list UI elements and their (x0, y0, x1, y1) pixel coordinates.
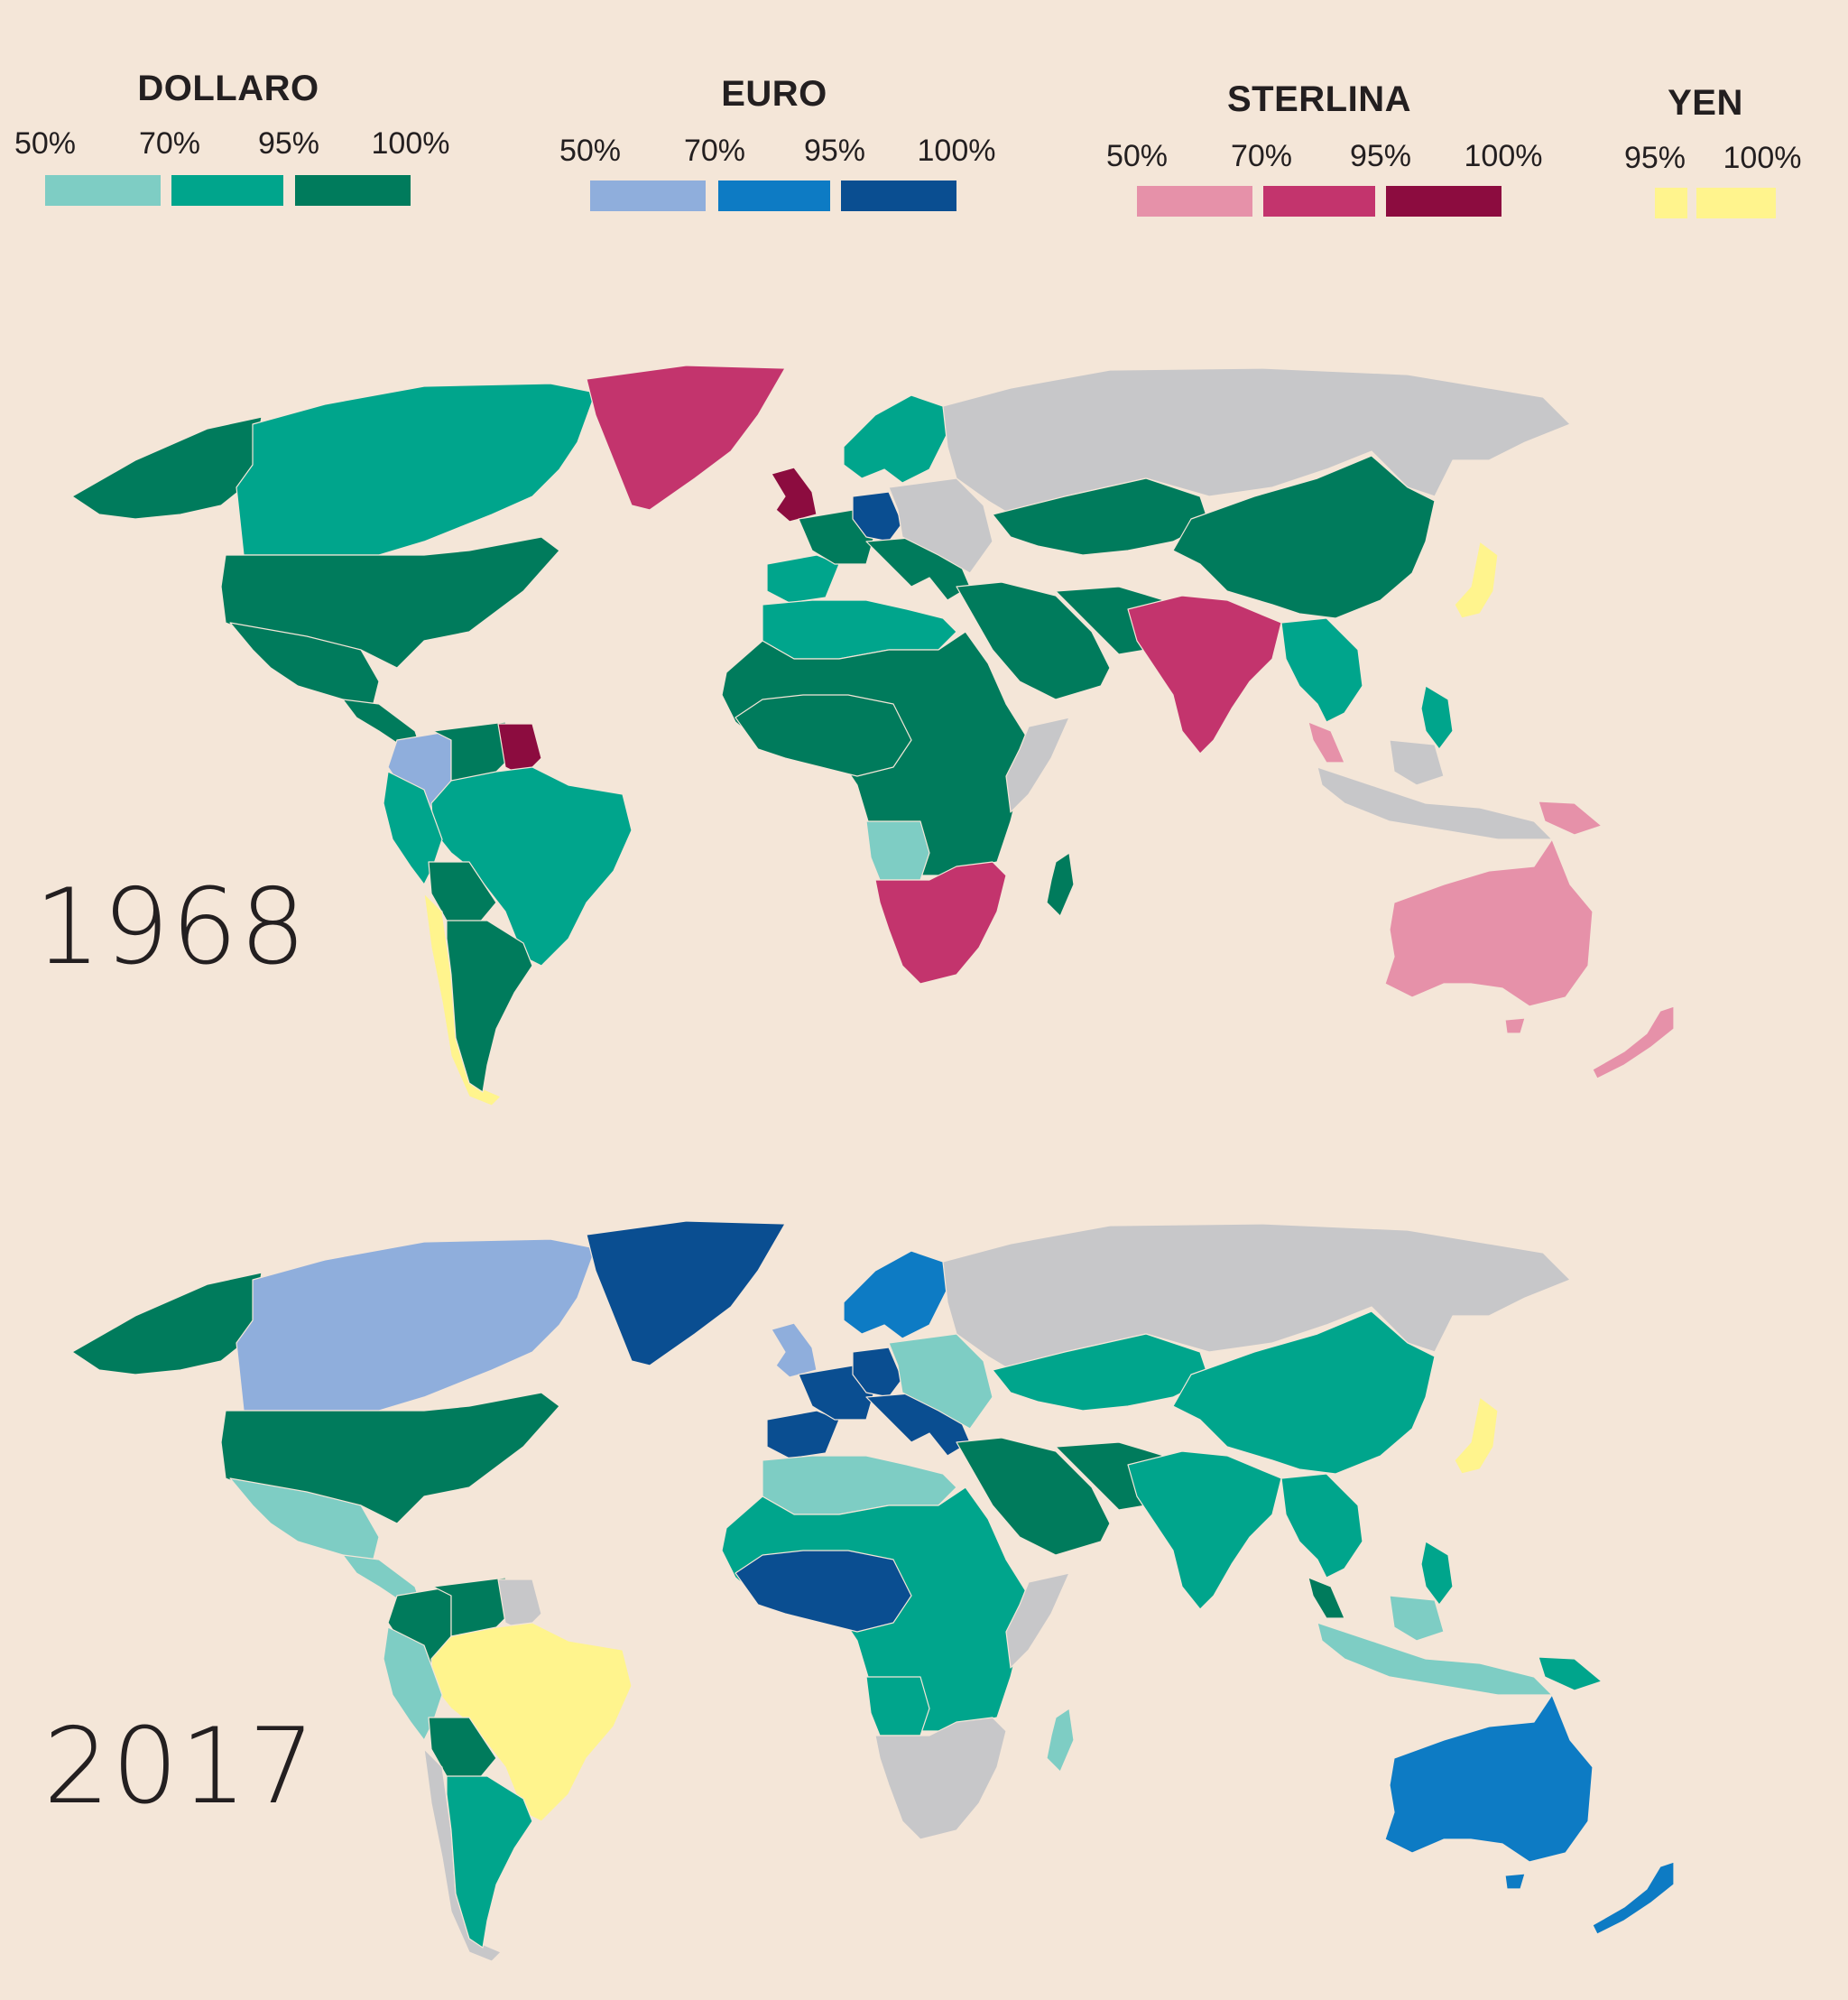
region-greenland (586, 1220, 786, 1366)
legend-tick-label: 70% (138, 126, 201, 161)
region-iberia (766, 1410, 840, 1459)
year-label-1968: 1968 (34, 866, 309, 988)
region-nz (1592, 1861, 1675, 1935)
legend-tick-label: 95% (1349, 139, 1412, 173)
region-china (1172, 1310, 1436, 1475)
region-india (1127, 595, 1282, 755)
legend-swatch (1655, 188, 1687, 218)
region-west-africa-euro (735, 1550, 912, 1633)
region-europe-east (888, 477, 993, 574)
region-west-africa-euro (735, 694, 912, 777)
legend-sterlina: STERLINA 50% 70% 95% 100% (1092, 79, 1561, 233)
legend-tick-label: 70% (1230, 139, 1293, 173)
region-middle-east (956, 581, 1111, 700)
region-somalia (1005, 717, 1070, 813)
region-china (1172, 455, 1436, 619)
legend-tick-label: 100% (1723, 141, 1802, 175)
region-central-asia (992, 477, 1210, 556)
region-peru (383, 771, 443, 885)
region-malaysia (1307, 721, 1345, 764)
region-central-asia (992, 1333, 1210, 1412)
region-canada (236, 1238, 596, 1412)
region-russia (942, 1223, 1571, 1371)
legend-tick-label: 95% (1623, 141, 1686, 175)
legend-yen: YEN 95% 100% (1606, 83, 1805, 236)
region-middle-east (956, 1437, 1111, 1556)
region-tasmania (1504, 1017, 1526, 1034)
region-australia (1384, 1694, 1594, 1863)
region-alaska (71, 1272, 263, 1375)
legend-euro: EURO 50% 70% 95% 100% (541, 74, 1011, 227)
region-madagascar (1046, 1708, 1075, 1773)
legend-swatch (841, 181, 956, 211)
region-canada (236, 383, 596, 556)
region-india (1127, 1450, 1282, 1610)
legend-tick-label: 100% (1464, 139, 1543, 173)
legend-swatch (1137, 186, 1252, 217)
legend-tick-label: 70% (683, 134, 746, 168)
region-tasmania (1504, 1873, 1526, 1890)
region-philippines (1420, 685, 1454, 750)
legend-swatch (171, 175, 283, 206)
region-europe-east (888, 1333, 993, 1430)
region-nz (1592, 1005, 1675, 1079)
region-argentina (446, 1775, 533, 1949)
region-iberia (766, 554, 840, 604)
region-scandinavia (843, 1250, 948, 1339)
region-greenland (586, 365, 786, 511)
region-alaska (71, 416, 263, 520)
region-argentina (446, 920, 533, 1093)
region-southeast-asia (1280, 617, 1363, 723)
legend-tick-label: 100% (917, 134, 996, 168)
region-malaysia (1307, 1577, 1345, 1619)
legend-title: EURO (721, 74, 827, 114)
region-indonesia (1317, 766, 1553, 840)
region-madagascar (1046, 852, 1075, 917)
legend-tick-label: 95% (257, 126, 320, 161)
legend-swatch (295, 175, 411, 206)
legend-swatch (1696, 188, 1776, 218)
region-philippines (1420, 1541, 1454, 1606)
region-uk (771, 467, 818, 523)
region-somalia (1005, 1572, 1070, 1669)
region-indonesia2 (1389, 739, 1445, 786)
region-peru (383, 1626, 443, 1741)
region-angola (865, 820, 930, 881)
year-label-2017: 2017 (43, 1706, 318, 1828)
legend-dollaro: DOLLARO 50% 70% 95% 100% (0, 69, 460, 222)
region-brazil (430, 766, 633, 967)
legend-tick-label: 95% (803, 134, 866, 168)
region-uk (771, 1322, 818, 1378)
region-angola (865, 1676, 930, 1736)
legend-swatch (1386, 186, 1502, 217)
legend-swatch (718, 181, 830, 211)
legend-tick-label: 50% (14, 126, 77, 161)
legend-tick-label: 50% (559, 134, 622, 168)
world-map-1968 (71, 365, 1675, 1106)
region-southern-africa (874, 861, 1007, 985)
region-southern-africa (874, 1717, 1007, 1840)
region-japan (1454, 541, 1499, 619)
legend-tick-label: 100% (371, 126, 450, 161)
legend-swatch (45, 175, 161, 206)
world-map-2017 (71, 1220, 1675, 1962)
region-scandinavia (843, 394, 948, 484)
region-australia (1384, 838, 1594, 1007)
region-indonesia (1317, 1622, 1553, 1696)
region-russia (942, 367, 1571, 515)
legend-swatch (590, 181, 706, 211)
region-southeast-asia (1280, 1473, 1363, 1579)
legend-title: YEN (1668, 83, 1743, 123)
region-japan (1454, 1396, 1499, 1475)
region-png (1538, 1656, 1603, 1691)
region-indonesia2 (1389, 1595, 1445, 1642)
legend-title: STERLINA (1227, 79, 1411, 119)
region-brazil (430, 1622, 633, 1822)
region-png (1538, 801, 1603, 836)
legend-tick-label: 50% (1105, 139, 1169, 173)
legend-swatch (1263, 186, 1375, 217)
legend-title: DOLLARO (137, 69, 319, 108)
